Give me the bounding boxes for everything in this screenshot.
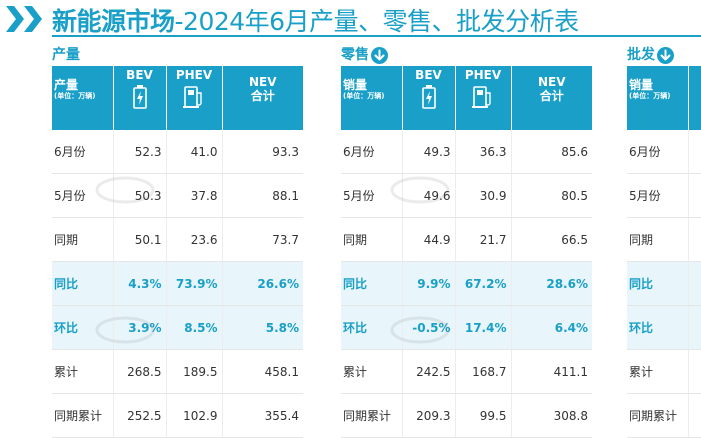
table-row: 5月份 50.3 37.8 88.1 xyxy=(52,173,303,218)
watermark-logo xyxy=(95,176,155,204)
watermark-logo xyxy=(390,316,450,344)
table-row-highlight: 环比 xyxy=(627,305,701,350)
header-metric: 销量 (单位：万辆) xyxy=(627,66,689,130)
chevron-right-icon xyxy=(24,6,42,32)
title-underline xyxy=(52,35,701,37)
header-phev: PHEV xyxy=(455,66,512,130)
title-bar: 新能源市场-2024年6月产量、零售、批发分析表 xyxy=(0,0,701,40)
table-row: 累计 242.5 168.7 411.1 xyxy=(341,349,592,394)
header-nev: NEV 合计 xyxy=(222,66,303,130)
down-arrow-circle-icon xyxy=(371,46,388,64)
table-row: 累计 xyxy=(627,349,701,394)
fuel-pump-plug-icon xyxy=(472,86,491,108)
table-row: 同期累计 252.5 102.9 355.4 xyxy=(52,393,303,438)
watermark-logo xyxy=(390,176,450,204)
table-row-highlight: 同比 xyxy=(627,261,701,306)
table-row-highlight: 同比 9.9% 67.2% 28.6% xyxy=(341,261,592,306)
retail-table: 销量 (单位：万辆) BEV PHEV NEV 合计 6月份 49.3 36.3 85.6… xyxy=(341,66,592,438)
table-row: 同期累计 209.3 99.5 308.8 xyxy=(341,393,592,438)
table-row: 5月份 xyxy=(627,173,701,218)
table-row: 6月份 52.3 41.0 93.3 xyxy=(52,130,303,174)
down-arrow-circle-icon xyxy=(657,46,674,64)
header-metric: 销量 (单位：万辆) xyxy=(341,66,403,130)
header-bev xyxy=(688,66,701,130)
battery-icon xyxy=(421,85,436,109)
table-row: 同期累计 xyxy=(627,393,701,438)
table-row: 同期 44.9 21.7 66.5 xyxy=(341,217,592,262)
section-label-production: 产量 xyxy=(52,47,80,63)
header-metric: 产量 (单位：万辆) xyxy=(52,66,114,130)
watermark-logo xyxy=(95,316,155,344)
wholesale-table: 销量 (单位：万辆) 6月份 5月份 同期 同比 环比 累计 同期累计 xyxy=(627,66,701,438)
table-row-highlight: 同比 4.3% 73.9% 26.6% xyxy=(52,261,303,306)
title-rest: -2024年6月产量、零售、批发分析表 xyxy=(174,7,580,36)
table-header-row: 销量 (单位：万辆) xyxy=(627,66,701,130)
table-row: 累计 268.5 189.5 458.1 xyxy=(52,349,303,394)
section-label-wholesale: 批发 xyxy=(627,44,701,66)
table-header-row: 销量 (单位：万辆) BEV PHEV NEV 合计 xyxy=(341,66,592,130)
production-section: 产量 产量 (单位：万辆) BEV PHEV NEV 合计 6月份 52.3 41.0 9… xyxy=(52,44,303,438)
table-row: 同期 50.1 23.6 73.7 xyxy=(52,217,303,262)
battery-icon xyxy=(132,85,147,109)
title-bold: 新能源市场 xyxy=(52,7,175,36)
wholesale-section: 批发 销量 (单位：万辆) 6月份 5月份 同期 同比 环比 累计 同期累计 xyxy=(627,44,701,438)
table-row: 6月份 xyxy=(627,130,701,174)
header-phev: PHEV xyxy=(166,66,223,130)
header-bev: BEV xyxy=(402,66,456,130)
retail-section: 零售 销量 (单位：万辆) BEV PHEV NEV 合计 6月份 49.3 36.3 8… xyxy=(341,44,592,438)
header-nev: NEV 合计 xyxy=(511,66,592,130)
table-row: 同期 xyxy=(627,217,701,262)
fuel-pump-plug-icon xyxy=(183,86,202,108)
table-row-highlight: 环比 3.9% 8.5% 5.8% xyxy=(52,305,303,350)
section-label-retail: 零售 xyxy=(341,44,592,66)
table-row: 6月份 49.3 36.3 85.6 xyxy=(341,130,592,174)
table-row: 5月份 49.6 30.9 80.5 xyxy=(341,173,592,218)
production-table: 产量 (单位：万辆) BEV PHEV NEV 合计 6月份 52.3 41.0 93.3… xyxy=(52,66,303,438)
chevron-right-icon xyxy=(6,6,24,32)
table-header-row: 产量 (单位：万辆) BEV PHEV NEV 合计 xyxy=(52,66,303,130)
table-row-highlight: 环比 -0.5% 17.4% 6.4% xyxy=(341,305,592,350)
page-title: 新能源市场-2024年6月产量、零售、批发分析表 xyxy=(52,2,579,38)
header-bev: BEV xyxy=(113,66,167,130)
